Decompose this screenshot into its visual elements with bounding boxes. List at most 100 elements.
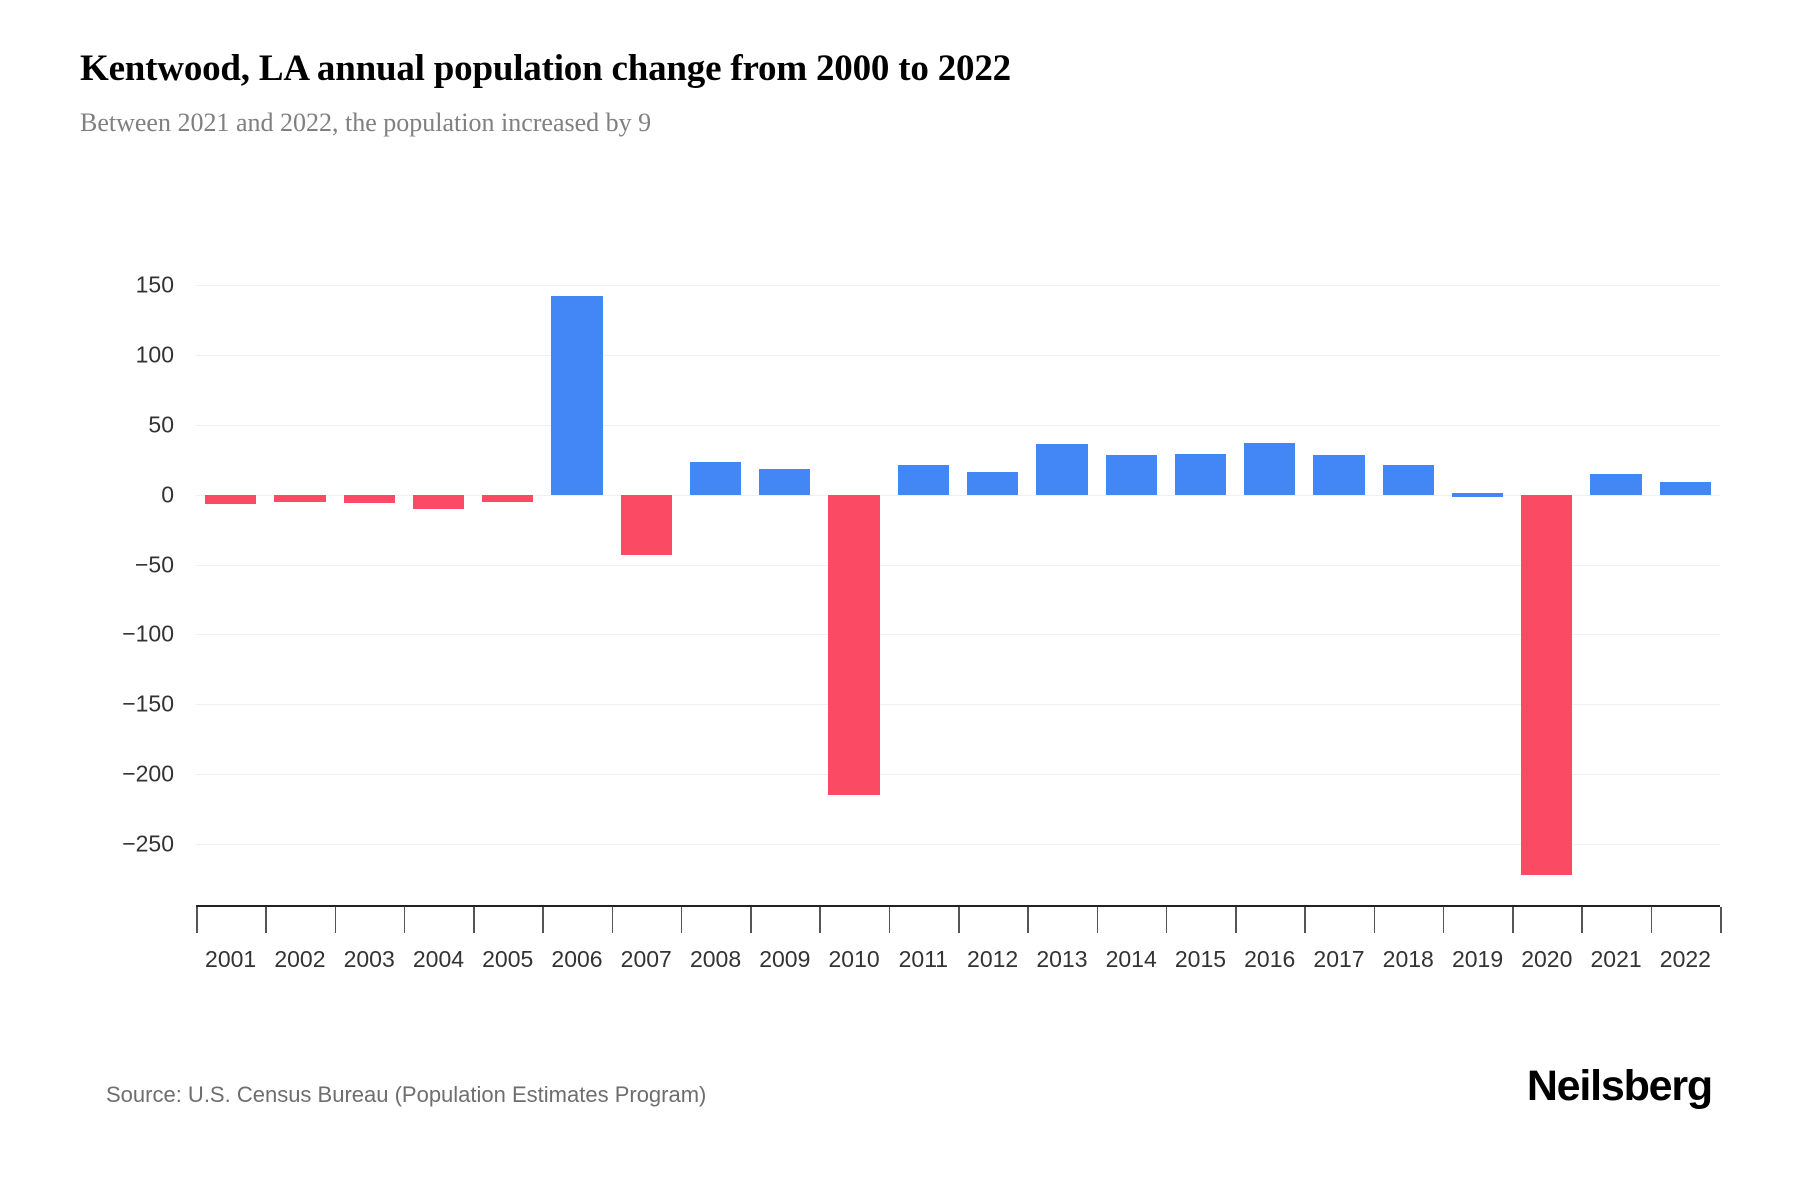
- bar-slot: [1166, 250, 1235, 900]
- x-axis-tick-label: 2020: [1521, 946, 1573, 972]
- x-axis-tick: [1373, 907, 1376, 933]
- bar[interactable]: [1244, 442, 1296, 495]
- gridline: [196, 354, 1720, 356]
- x-axis-tick: [888, 907, 891, 933]
- x-axis-tick-label: 2014: [1105, 946, 1157, 972]
- x-axis-tick: [1581, 907, 1583, 933]
- bar-slot: [1097, 250, 1166, 900]
- y-axis-tick-label: −50: [134, 551, 174, 578]
- y-axis-tick-label: 50: [148, 411, 174, 438]
- chart-header: Kentwood, LA annual population change fr…: [80, 48, 1720, 138]
- bar-series: [196, 250, 1720, 900]
- page-title: Kentwood, LA annual population change fr…: [80, 48, 1011, 89]
- x-axis-tick: [265, 907, 267, 933]
- x-axis-tick-label: 2001: [205, 946, 257, 972]
- brand-logo: Neilsberg: [1526, 1062, 1713, 1110]
- bar[interactable]: [828, 494, 880, 796]
- gridline: [196, 704, 1720, 706]
- bar[interactable]: [1105, 455, 1157, 495]
- x-axis-tick: [542, 907, 544, 933]
- bar[interactable]: [1590, 473, 1642, 495]
- gridline: [196, 284, 1720, 286]
- bar[interactable]: [620, 494, 672, 555]
- bar[interactable]: [1521, 494, 1573, 875]
- x-axis-tick-label: 2012: [967, 946, 1019, 972]
- bar-slot: [473, 250, 542, 900]
- x-axis-tick-label: 2008: [689, 946, 742, 972]
- x-axis-tick-label: 2016: [1244, 946, 1296, 972]
- y-axis-tick-label: 100: [135, 341, 174, 368]
- x-axis-tick-label: 2005: [482, 946, 534, 972]
- bar[interactable]: [897, 465, 949, 495]
- bar[interactable]: [1174, 454, 1227, 495]
- x-axis-tick: [1512, 907, 1514, 933]
- gridline: [196, 774, 1720, 776]
- bar-slot: [196, 250, 265, 900]
- bar[interactable]: [1036, 444, 1088, 495]
- bar[interactable]: [1313, 455, 1365, 495]
- x-axis-tick: [196, 907, 198, 933]
- bar[interactable]: [205, 494, 257, 505]
- bar[interactable]: [689, 462, 742, 495]
- x-axis-tick: [1650, 907, 1653, 933]
- y-axis-tick-label: −250: [122, 830, 174, 857]
- bar-slot: [1443, 250, 1512, 900]
- bar-slot: [1374, 250, 1443, 900]
- bar-slot: [1235, 250, 1304, 900]
- gridline: [196, 494, 1720, 496]
- bar-slot: [265, 250, 334, 900]
- y-axis-tick-label: 150: [135, 271, 174, 298]
- x-axis-line: [196, 905, 1720, 907]
- bar-slot: [404, 250, 473, 900]
- y-axis-tick-label: −150: [122, 690, 174, 717]
- x-axis-tick-label: 2007: [620, 946, 672, 972]
- bar-slot: [750, 250, 819, 900]
- x-axis-tick-label: 2010: [828, 946, 880, 972]
- x-axis-tick-label: 2004: [412, 946, 465, 972]
- bar-slot: [1651, 250, 1720, 900]
- x-axis-tick: [1165, 907, 1168, 933]
- x-axis-tick-label: 2002: [274, 946, 326, 972]
- x-axis-tick-label: 2018: [1382, 946, 1434, 972]
- bar[interactable]: [412, 494, 465, 509]
- x-axis-tick: [1096, 907, 1099, 933]
- x-axis-tick: [1027, 907, 1029, 933]
- chart-subtitle: Between 2021 and 2022, the population in…: [80, 107, 652, 137]
- x-axis-tick-label: 2011: [898, 946, 949, 972]
- x-axis-tick-label: 2009: [759, 946, 811, 972]
- bar[interactable]: [343, 494, 395, 503]
- x-axis-tick: [1442, 907, 1445, 933]
- bar[interactable]: [551, 296, 603, 495]
- x-axis-tick: [1235, 907, 1237, 933]
- x-axis-tick: [473, 907, 475, 933]
- x-axis-tick-label: 2006: [551, 946, 603, 972]
- y-axis-tick-label: 0: [161, 481, 174, 508]
- bar-slot: [819, 250, 888, 900]
- x-axis-tick: [819, 907, 821, 933]
- bar[interactable]: [759, 469, 811, 495]
- bar-slot: [1304, 250, 1373, 900]
- x-axis-tick-label: 2013: [1036, 946, 1088, 972]
- bar-slot: [1512, 250, 1581, 900]
- bar[interactable]: [1659, 482, 1711, 495]
- bar-slot: [1027, 250, 1096, 900]
- gridline: [196, 844, 1720, 846]
- bar[interactable]: [274, 494, 326, 502]
- bar[interactable]: [1451, 493, 1504, 498]
- bar-slot: [1581, 250, 1650, 900]
- bar-slot: [681, 250, 750, 900]
- bar[interactable]: [482, 494, 534, 502]
- x-axis-tick-label: 2022: [1659, 946, 1711, 972]
- x-axis-tick: [611, 907, 614, 933]
- y-axis-tick-label: −100: [122, 620, 174, 647]
- bar[interactable]: [1382, 465, 1434, 495]
- gridline: [196, 564, 1720, 566]
- x-axis-tick: [1720, 907, 1722, 933]
- bar-slot: [335, 250, 404, 900]
- x-axis-tick: [1304, 907, 1306, 933]
- x-axis-tick-label: 2003: [343, 946, 395, 972]
- bar[interactable]: [967, 472, 1019, 495]
- x-axis-tick: [750, 907, 752, 933]
- x-axis-tick: [680, 907, 683, 933]
